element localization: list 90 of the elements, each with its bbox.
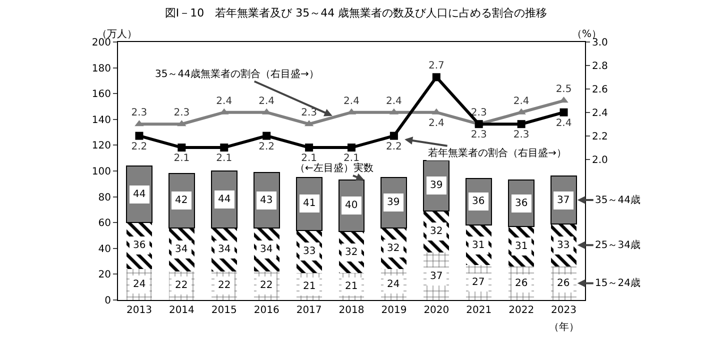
data-label: 2.3 [174, 108, 190, 119]
data-label: 39 [430, 180, 443, 191]
y-tick-label: 200 [92, 38, 111, 48]
data-label: 2.1 [216, 153, 232, 164]
y-tick-label: 160 [92, 89, 111, 100]
data-label: 2.4 [258, 96, 275, 107]
y-tick-label: 80 [98, 192, 111, 204]
data-label: 2.5 [556, 84, 572, 96]
data-label: 2.7 [428, 60, 444, 72]
data-label: 2.4 [556, 118, 572, 129]
data-label: 26 [557, 278, 570, 289]
y-tick-label: 0 [104, 296, 111, 306]
y-tick-label: 120 [92, 140, 111, 152]
data-label: 36 [472, 196, 485, 207]
data-label: 2.3 [470, 108, 487, 119]
data-label: 33 [557, 240, 570, 251]
series-label: 35～44歳 [595, 194, 640, 206]
data-label: 32 [345, 247, 358, 258]
x-tick-label: 2023 [551, 305, 576, 316]
x-tick-label: 2021 [466, 305, 492, 316]
data-label: 2.4 [513, 96, 530, 107]
data-label: 36 [515, 198, 528, 209]
data-label: 24 [387, 279, 400, 290]
x-tick-label: 2015 [211, 305, 237, 316]
y2-tick-label: 2.0 [592, 154, 608, 166]
data-label: 36 [133, 240, 146, 251]
data-label: 44 [218, 194, 231, 205]
data-label: 2.2 [258, 141, 275, 152]
x-axis-title: （年） [549, 321, 579, 333]
x-tick-label: 2014 [168, 305, 194, 316]
data-label: 33 [303, 246, 316, 257]
data-label: 21 [345, 281, 358, 292]
data-label: 22 [218, 280, 231, 291]
y2-tick-label: 2.6 [592, 84, 608, 96]
data-label: 39 [387, 197, 400, 208]
x-tick-label: 2020 [424, 305, 450, 316]
data-label: 41 [303, 198, 316, 209]
data-label: 26 [515, 278, 528, 289]
data-label: 2.3 [131, 108, 148, 119]
data-label: 2.4 [386, 96, 402, 107]
data-label: 37 [557, 195, 570, 206]
data-label: 2.3 [470, 130, 487, 141]
data-label: 27 [472, 277, 485, 288]
data-label: 34 [175, 244, 188, 255]
y-tick-label: 140 [92, 114, 111, 126]
data-label: 2.2 [131, 141, 148, 152]
data-label: 2.4 [428, 118, 444, 129]
chart-title: 図Ⅰ－10 若年無業者及び 35～44 歳無業者の数及び人口に占める割合の推移 [164, 6, 548, 20]
y-tick-label: 180 [92, 63, 111, 74]
data-label: 44 [133, 189, 146, 200]
data-label: 31 [472, 240, 485, 251]
data-label: 40 [345, 200, 358, 211]
data-label: 2.3 [301, 108, 318, 119]
data-label: 31 [515, 241, 528, 252]
series-label: 25～34歳 [595, 239, 640, 251]
x-tick-label: 2022 [508, 305, 534, 316]
data-label: 34 [218, 244, 231, 255]
annotation: （←左目盛）実数 [295, 162, 374, 174]
data-label: 2.1 [174, 153, 190, 164]
data-label: 32 [430, 226, 443, 237]
data-label: 2.2 [386, 141, 402, 152]
x-tick-label: 2016 [254, 305, 280, 316]
data-label: 34 [260, 244, 273, 255]
x-tick-label: 2019 [381, 305, 407, 316]
data-label: 2.3 [513, 130, 530, 141]
x-tick-label: 2013 [126, 305, 152, 316]
text: 若年無業者の割合（右目盛→） [428, 147, 566, 159]
y2-tick-label: 3.0 [592, 38, 608, 48]
y2-tick-label: 2.8 [592, 60, 608, 72]
x-tick-label: 2017 [296, 305, 322, 316]
data-label: 22 [175, 280, 188, 291]
data-label: 37 [430, 271, 443, 282]
data-label: 24 [133, 279, 146, 290]
data-label: 2.4 [344, 96, 360, 107]
x-tick-label: 2018 [338, 305, 364, 316]
y2-tick-label: 2.4 [592, 108, 608, 119]
y-tick-label: 100 [92, 166, 111, 178]
y-tick-label: 40 [98, 244, 111, 255]
series-label: 15～24歳 [595, 277, 640, 289]
data-label: 43 [260, 195, 273, 206]
data-label: 42 [175, 195, 188, 206]
data-label: 21 [303, 281, 316, 292]
y2-tick-label: 2.2 [592, 131, 608, 142]
data-label: 2.1 [301, 153, 318, 164]
y-tick-label: 60 [98, 218, 111, 230]
y-tick-label: 20 [98, 270, 111, 281]
data-label: 2.4 [216, 96, 232, 107]
data-label: 22 [260, 280, 273, 291]
data-label: 32 [387, 243, 400, 254]
text: 35～44歳無業者の割合（右目盛→） [155, 68, 319, 80]
